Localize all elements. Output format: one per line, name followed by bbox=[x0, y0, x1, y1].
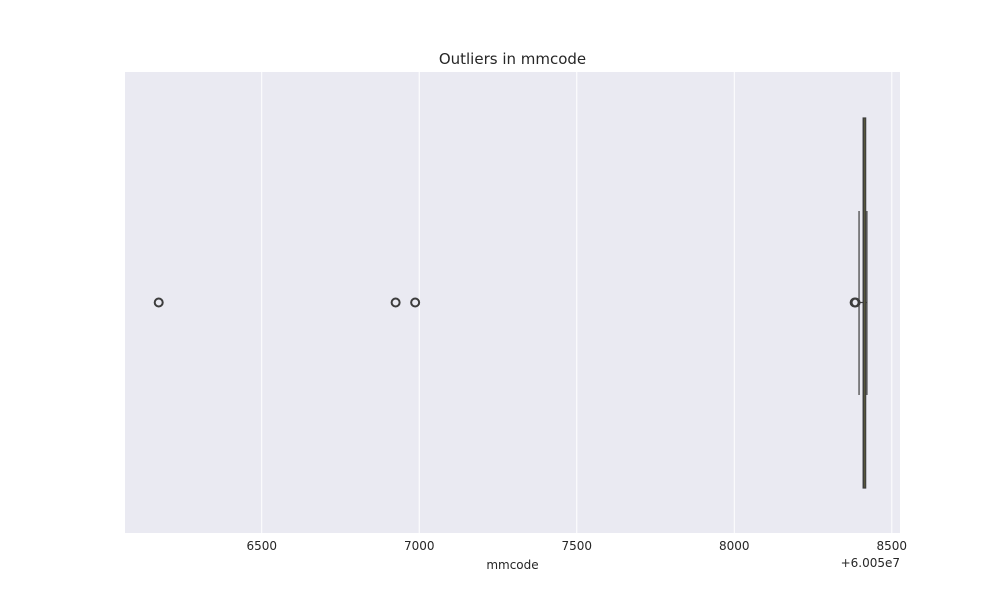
x-axis-label: mmcode bbox=[486, 558, 538, 572]
chart-title: Outliers in mmcode bbox=[439, 50, 586, 68]
x-axis-offset-text: +6.005e7 bbox=[841, 556, 900, 570]
outlier-point-4 bbox=[850, 297, 861, 308]
x-tick-labels: 6500 7000 7500 8000 8500 bbox=[246, 539, 907, 553]
x-tick-label-7000: 7000 bbox=[404, 539, 435, 553]
x-tick-label-8500: 8500 bbox=[877, 539, 908, 553]
grid-lines bbox=[261, 72, 893, 533]
outlier-point-0 bbox=[153, 297, 164, 308]
x-tick-label-7500: 7500 bbox=[561, 539, 592, 553]
x-tick-label-8000: 8000 bbox=[719, 539, 750, 553]
outlier-point-2 bbox=[410, 297, 421, 308]
outlier-points bbox=[153, 297, 861, 308]
plot-area bbox=[125, 72, 900, 533]
outlier-point-1 bbox=[390, 297, 401, 308]
x-tick-label-6500: 6500 bbox=[246, 539, 277, 553]
